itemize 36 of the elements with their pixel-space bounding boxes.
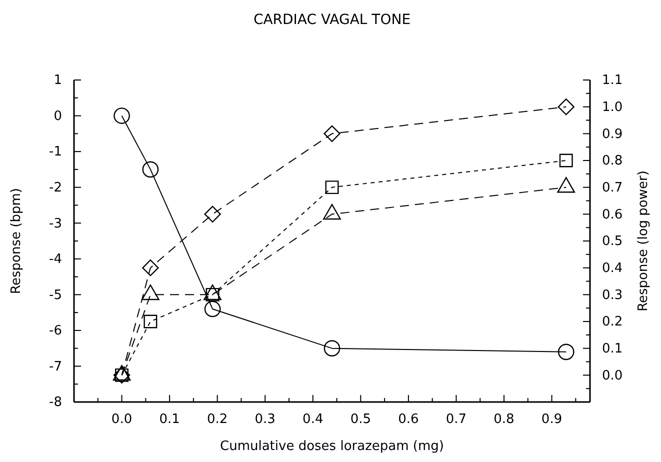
x-tick-label: 0.9 [541,412,562,428]
x-tick-label: 0.7 [446,412,467,428]
x-axis-title: Cumulative doses lorazepam (mg) [220,439,444,454]
y-tick-label: -7 [49,359,62,374]
y2-tick-label: 1.0 [602,100,623,115]
y-tick-label: -1 [49,144,62,160]
y2-tick-label: 0.9 [602,126,623,142]
x-tick-label: 0.4 [302,412,324,428]
y-axis-title: Response (bpm) [9,188,24,294]
x-tick-label: 0.8 [494,412,514,428]
y2-tick-label: 0.0 [602,368,623,384]
y2-tick-label: 0.5 [602,234,623,250]
y-tick-label: -5 [49,288,62,303]
y-tick-label: -2 [49,180,62,196]
x-tick-label: 0.2 [206,412,228,428]
y-tick-label: -8 [49,395,62,410]
y2-axis-title: Response (log power) [636,170,651,312]
x-tick-label: 0.1 [159,412,180,428]
y-tick-label: 1 [54,73,62,88]
y-tick-label: -3 [49,216,62,232]
y-tick-label: 0 [54,108,62,124]
x-tick-label: 0.3 [254,412,276,428]
y-tick-label: -6 [49,324,62,339]
y2-tick-label: 0.1 [602,341,623,356]
y2-tick-label: 0.6 [602,207,623,222]
y2-tick-label: 0.2 [602,314,623,330]
chart-title: CARDIAC VAGAL TONE [253,12,411,28]
y2-tick-label: 0.7 [602,180,623,196]
y2-tick-label: 0.8 [602,154,623,169]
x-tick-label: 0.0 [111,412,132,428]
y2-tick-label: 0.4 [602,260,623,276]
x-tick-label: 0.6 [398,412,419,428]
y-tick-label: -4 [49,252,62,268]
x-tick-label: 0.5 [350,412,372,428]
y2-tick-label: 1.1 [602,73,623,88]
y2-tick-label: 0.3 [602,288,623,303]
